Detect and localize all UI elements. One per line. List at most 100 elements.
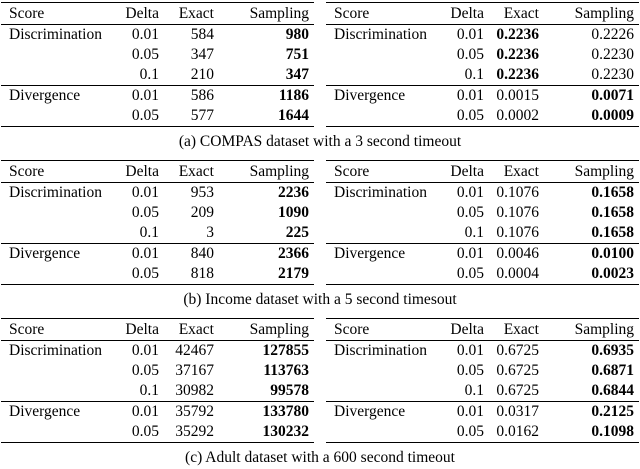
score-spacer bbox=[1, 223, 121, 244]
cell-sampling: 2236 bbox=[278, 184, 309, 201]
score-spacer bbox=[1, 203, 121, 223]
cell-delta: 0.05 bbox=[456, 107, 484, 124]
table-row: Discrimination 0.01 0.6725 0.6935 bbox=[326, 341, 639, 362]
table-row: 0.1 0.2236 0.2230 bbox=[326, 65, 639, 86]
table-row: Discrimination 0.01 42467 127855 bbox=[1, 341, 314, 362]
group-divergence: Divergence 0.01 0.0046 0.0100 0.05 0.000… bbox=[326, 243, 639, 285]
cell-delta: 0.1 bbox=[139, 224, 159, 241]
score-label: Divergence bbox=[1, 243, 121, 264]
group-divergence: Divergence 0.01 0.0015 0.0071 0.05 0.000… bbox=[326, 85, 639, 127]
group-discrimination: Discrimination 0.01 953 2236 0.05 209 10… bbox=[1, 183, 314, 244]
table-row: 0.05 0.0162 0.1098 bbox=[326, 422, 639, 443]
table-c-counts: Score Delta Exact Sampling Discriminatio… bbox=[1, 318, 314, 443]
cell-delta: 0.1 bbox=[139, 382, 159, 399]
dataset-section-b: Score Delta Exact Sampling Discriminatio… bbox=[1, 160, 639, 315]
group-discrimination: Discrimination 0.01 0.1076 0.1658 0.05 0… bbox=[326, 183, 639, 244]
score-spacer bbox=[1, 264, 121, 285]
cell-delta: 0.05 bbox=[456, 265, 484, 282]
score-spacer bbox=[326, 361, 446, 381]
score-spacer bbox=[1, 45, 121, 65]
header-row: Score Delta Exact Sampling bbox=[1, 318, 314, 341]
score-spacer bbox=[326, 65, 446, 86]
table-b-scores: Score Delta Exact Sampling Discriminatio… bbox=[326, 160, 639, 285]
cell-exact: 30982 bbox=[175, 382, 214, 399]
score-label: Divergence bbox=[326, 401, 446, 422]
group-discrimination: Discrimination 0.01 42467 127855 0.05 37… bbox=[1, 341, 314, 402]
cell-delta: 0.01 bbox=[456, 184, 484, 201]
cell-delta: 0.05 bbox=[131, 265, 159, 282]
table-row: 0.05 577 1644 bbox=[1, 106, 314, 127]
col-header-sampling: Sampling bbox=[544, 318, 639, 341]
score-spacer bbox=[326, 381, 446, 402]
table-a-counts: Score Delta Exact Sampling Discriminatio… bbox=[1, 2, 314, 127]
score-label: Divergence bbox=[1, 401, 121, 422]
cell-exact: 0.0004 bbox=[496, 265, 539, 282]
table-row: 0.05 0.6725 0.6871 bbox=[326, 361, 639, 381]
cell-delta: 0.01 bbox=[121, 401, 164, 422]
cell-delta: 0.01 bbox=[446, 243, 489, 264]
cell-exact: 818 bbox=[190, 265, 214, 282]
cell-sampling: 0.6871 bbox=[591, 362, 634, 379]
cell-delta: 0.05 bbox=[131, 46, 159, 63]
cell-exact: 0.1076 bbox=[496, 184, 539, 201]
cell-delta: 0.01 bbox=[131, 342, 159, 359]
dataset-section-a: Score Delta Exact Sampling Discriminatio… bbox=[1, 2, 639, 157]
cell-sampling: 347 bbox=[285, 66, 309, 83]
header-row: Score Delta Exact Sampling bbox=[1, 160, 314, 183]
cell-exact: 35292 bbox=[175, 423, 214, 440]
cell-exact: 210 bbox=[190, 66, 214, 83]
score-spacer bbox=[1, 106, 121, 127]
cell-exact: 0.6725 bbox=[496, 382, 539, 399]
col-header-score: Score bbox=[326, 160, 446, 183]
cell-exact: 0.2236 bbox=[496, 46, 539, 63]
table-c-scores: Score Delta Exact Sampling Discriminatio… bbox=[326, 318, 639, 443]
cell-sampling: 980 bbox=[285, 26, 309, 43]
cell-sampling: 113763 bbox=[263, 362, 309, 379]
col-header-sampling: Sampling bbox=[219, 2, 314, 25]
cell-sampling: 0.1658 bbox=[591, 204, 634, 221]
col-header-score: Score bbox=[1, 318, 121, 341]
cell-delta: 0.1 bbox=[464, 66, 484, 83]
header-row: Score Delta Exact Sampling bbox=[326, 2, 639, 25]
col-header-exact: Exact bbox=[164, 318, 219, 341]
header-row: Score Delta Exact Sampling bbox=[326, 318, 639, 341]
score-spacer bbox=[326, 223, 446, 244]
col-header-exact: Exact bbox=[489, 318, 544, 341]
cell-sampling: 0.6844 bbox=[591, 382, 634, 399]
cell-delta: 0.05 bbox=[131, 423, 159, 440]
cell-exact: 209 bbox=[190, 204, 214, 221]
score-spacer bbox=[326, 106, 446, 127]
score-spacer bbox=[1, 422, 121, 443]
cell-sampling: 0.0023 bbox=[591, 265, 634, 282]
table-row: 0.1 0.1076 0.1658 bbox=[326, 223, 639, 244]
score-spacer bbox=[326, 203, 446, 223]
table-caption-b: (b) Income dataset with a 5 second times… bbox=[183, 291, 457, 308]
col-header-delta: Delta bbox=[446, 318, 489, 341]
cell-exact: 0.1076 bbox=[496, 204, 539, 221]
table-row: Divergence 0.01 35792 133780 bbox=[1, 401, 314, 422]
cell-sampling: 2179 bbox=[278, 265, 309, 282]
cell-exact: 347 bbox=[190, 46, 214, 63]
group-divergence: Divergence 0.01 0.0317 0.2125 0.05 0.016… bbox=[326, 401, 639, 443]
table-row: Discrimination 0.01 0.2236 0.2226 bbox=[326, 25, 639, 46]
score-label: Divergence bbox=[326, 85, 446, 106]
col-header-score: Score bbox=[326, 2, 446, 25]
header-row: Score Delta Exact Sampling bbox=[326, 160, 639, 183]
cell-delta: 0.01 bbox=[456, 26, 484, 43]
tables-row-c: Score Delta Exact Sampling Discriminatio… bbox=[1, 318, 639, 443]
table-row: 0.05 818 2179 bbox=[1, 264, 314, 285]
col-header-delta: Delta bbox=[121, 318, 164, 341]
table-caption-c: (c) Adult dataset with a 600 second time… bbox=[185, 449, 455, 466]
cell-sampling: 225 bbox=[285, 224, 309, 241]
cell-exact: 0.0015 bbox=[489, 85, 544, 106]
cell-sampling: 2366 bbox=[219, 243, 314, 264]
cell-exact: 35792 bbox=[164, 401, 219, 422]
score-spacer bbox=[1, 381, 121, 402]
score-label: Discrimination bbox=[9, 26, 102, 43]
table-row: Divergence 0.01 840 2366 bbox=[1, 243, 314, 264]
score-spacer bbox=[1, 361, 121, 381]
col-header-score: Score bbox=[326, 318, 446, 341]
score-label: Divergence bbox=[1, 85, 121, 106]
col-header-sampling: Sampling bbox=[544, 160, 639, 183]
score-label: Divergence bbox=[326, 243, 446, 264]
